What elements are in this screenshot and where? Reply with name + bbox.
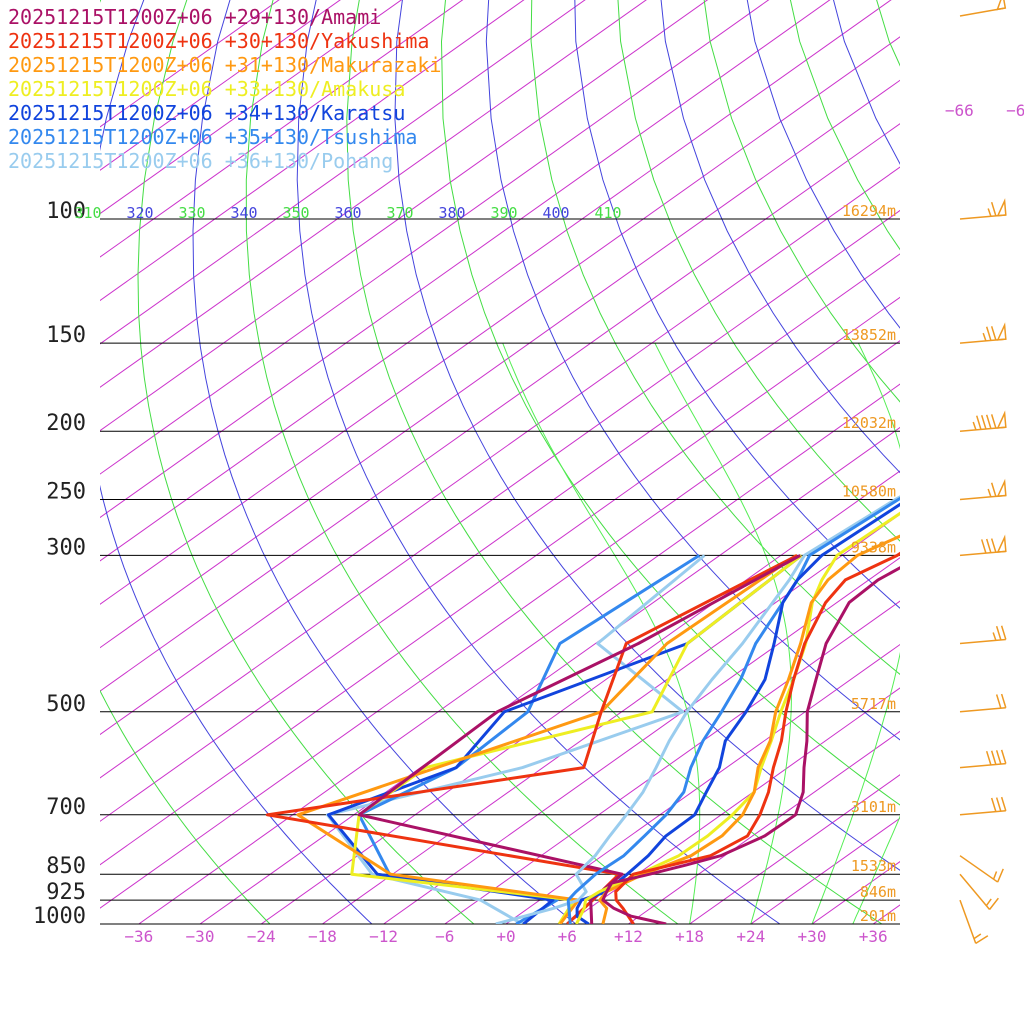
legend-entry: 20251215T1200Z+06 +36+130/Pohang [8,149,393,173]
x-tick-label: +6 [558,927,577,946]
x-tick-label: +30 [798,927,827,946]
theta-label: 340 [230,204,257,222]
wind-barb [959,410,1007,432]
wind-barb [959,855,1004,883]
wind-barb [959,625,1007,645]
theta-label: 350 [282,204,309,222]
temperature-profile-1 [614,551,900,924]
isotherm-line [322,513,900,924]
temperature-profile-5 [566,496,900,924]
wind-barb [959,534,1007,557]
pressure-label: 1000 [33,904,86,929]
legend-entry: 20251215T1200Z+06 +31+130/Makurazaki [8,53,441,77]
x-tick-label: +36 [859,927,888,946]
pressure-label: 150 [46,323,86,348]
theta-label: 380 [438,204,465,222]
x-tick-label: −36 [124,927,153,946]
height-label: 9338m [851,538,896,556]
wind-barb [959,0,1007,17]
theta-label: 370 [386,204,413,222]
height-label: 5717m [851,695,896,713]
theta-label: 390 [490,204,517,222]
isotherm-line [100,0,280,128]
pressure-label: 300 [46,535,86,560]
isotherm-label: −66 [945,101,974,120]
dewpoint-profile-0 [357,554,802,924]
isotherm-line [100,0,709,432]
height-label: 16294m [842,202,896,220]
isotherm-label: −60 [1006,101,1024,120]
legend-entry: 20251215T1200Z+06 +33+130/Amakusa [8,77,405,101]
moist-adiabat-line [852,815,900,924]
pressure-label: 925 [46,880,86,905]
dry-adiabat-line [100,0,271,924]
pressure-label: 100 [46,199,86,224]
temperature-profile-6 [495,495,900,924]
legend-entry: 20251215T1200Z+06 +34+130/Karatsu [8,101,405,125]
height-label: 846m [860,883,896,901]
x-tick-label: −12 [369,927,398,946]
pressure-label: 500 [46,692,86,717]
legend-entry: 20251215T1200Z+06 +35+130/Tsushima [8,125,417,149]
moist-adiabat-line [654,342,792,924]
theta-label: 400 [542,204,569,222]
theta-label: 330 [178,204,205,222]
legend-entry: 20251215T1200Z+06 +30+130/Yakushima [8,29,429,53]
x-tick-label: −24 [247,927,276,946]
x-tick-label: +24 [736,927,765,946]
pressure-label: 250 [46,480,86,505]
pressure-label: 850 [46,854,86,879]
isotherm-line [505,643,900,924]
isotherm-line [100,0,586,345]
sounding-profiles [265,495,900,924]
isotherm-line [100,0,464,258]
dry-adiabat-line [100,0,373,924]
theta-label: 320 [126,204,153,222]
isotherm-line [100,0,525,302]
wind-barb [959,749,1007,769]
theta-label: 310 [74,204,101,222]
pressure-lines [100,218,900,925]
isotherm-line [100,0,341,171]
x-tick-label: −30 [186,927,215,946]
moist-adiabat-line [811,342,900,924]
legend-entry: 20251215T1200Z+06 +29+130/Amami [8,5,381,29]
isotherm-line [260,470,900,924]
theta-label: 360 [334,204,361,222]
height-label: 3101m [851,798,896,816]
pressure-label: 700 [46,795,86,820]
wind-barb [959,899,989,944]
wind-barb [959,322,1007,344]
wind-barb [959,873,999,910]
x-tick-label: +12 [614,927,643,946]
height-label: 1533m [851,857,896,875]
legend: 20251215T1200Z+06 +29+130/Amami20251215T… [8,5,441,173]
x-tick-label: −6 [435,927,454,946]
isotherm-line [383,557,900,924]
isotherm-line [100,0,403,215]
x-tick-label: +0 [496,927,515,946]
wind-barb [959,198,1007,220]
isotherm-line [628,730,900,924]
temperature-profile-0 [601,566,900,924]
wind-barb [959,796,1007,816]
height-label: 10580m [842,483,896,501]
wind-barb [959,478,1007,501]
theta-label: 410 [594,204,621,222]
isotherm-line [566,687,900,924]
x-tick-label: −18 [308,927,337,946]
x-tick-label: +18 [675,927,704,946]
wind-barbs [959,0,1007,944]
height-label: 201m [860,907,896,925]
isotherm-line [100,0,647,388]
height-label: 12032m [842,414,896,432]
height-label: 13852m [842,326,896,344]
wind-barb [959,693,1007,713]
pressure-label: 200 [46,411,86,436]
isotherm-line [444,600,900,924]
